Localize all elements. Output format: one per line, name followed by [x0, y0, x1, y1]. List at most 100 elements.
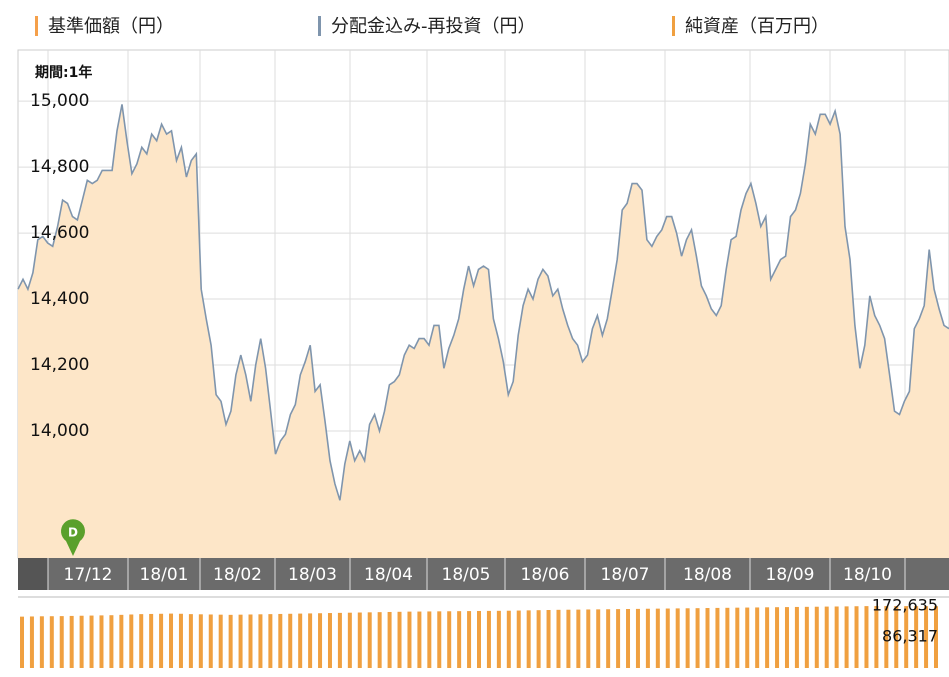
bar [89, 615, 94, 668]
bar [437, 611, 442, 668]
month-strip-edge [18, 558, 48, 590]
x-tick-label: 18/10 [843, 565, 892, 585]
bar [626, 608, 631, 668]
bar [874, 606, 879, 668]
bar [765, 607, 770, 668]
bar [586, 609, 591, 668]
bar [218, 614, 223, 668]
bar [784, 607, 789, 668]
x-tick-label: 18/08 [683, 565, 732, 585]
bar [635, 608, 640, 668]
bar [705, 608, 710, 668]
bar [248, 614, 253, 668]
bar [298, 613, 303, 668]
bar [715, 607, 720, 668]
line [17, 104, 949, 501]
bar [526, 610, 531, 668]
bar [178, 613, 183, 668]
bar [367, 612, 372, 668]
bar [129, 614, 134, 668]
x-tick-label: 18/03 [288, 565, 337, 585]
legend-marker [35, 16, 38, 36]
bar [49, 616, 54, 668]
y-tick-label: 14,400 [30, 289, 89, 309]
legend-label: 基準価額（円） [48, 16, 174, 37]
bar [824, 606, 829, 668]
bar [278, 613, 283, 668]
bar [516, 610, 521, 668]
bar [238, 614, 243, 668]
bar [566, 609, 571, 668]
bar [546, 610, 551, 668]
bar [39, 616, 44, 668]
bar [149, 613, 154, 668]
bar [477, 610, 481, 668]
bar [506, 610, 511, 668]
bar [20, 616, 24, 668]
bar [407, 611, 412, 668]
x-tick-label: 18/09 [766, 565, 815, 585]
x-tick-label: 18/07 [601, 565, 650, 585]
bar [169, 613, 174, 668]
bar [775, 607, 780, 668]
bar [258, 614, 263, 668]
bar [377, 612, 382, 668]
legend-marker [318, 16, 321, 36]
y-tick-label: 14,000 [30, 421, 89, 441]
bar [79, 615, 84, 668]
x-tick-label: 18/05 [442, 565, 491, 585]
bar [228, 614, 233, 668]
bar [159, 613, 164, 668]
month-strip [18, 558, 949, 590]
bar [288, 613, 293, 668]
bar [99, 615, 104, 668]
y-tick-label: 14,800 [30, 157, 89, 177]
y-tick-label: 172,635 [872, 596, 938, 615]
x-tick-label: 17/12 [64, 565, 113, 585]
bar [814, 606, 819, 668]
bar [59, 616, 64, 668]
bar [327, 613, 332, 668]
legend-marker [672, 16, 675, 36]
bar [387, 611, 392, 668]
bar [894, 606, 899, 668]
x-tick-label: 18/01 [140, 565, 189, 585]
bar [675, 608, 680, 668]
bar [725, 607, 730, 668]
bar [337, 612, 342, 668]
bar [924, 606, 929, 668]
bar [427, 611, 432, 668]
marker-label: D [68, 526, 78, 540]
period-label: 期間:1年 [35, 64, 92, 81]
bar [486, 610, 491, 668]
y-tick-label: 15,000 [30, 91, 89, 111]
x-tick-label: 18/02 [213, 565, 262, 585]
bar [695, 608, 700, 668]
bar [119, 614, 124, 668]
bar [745, 607, 750, 668]
bar [536, 610, 541, 668]
bar [29, 616, 34, 668]
bar [447, 611, 452, 668]
bar [347, 612, 352, 668]
bar [496, 610, 501, 668]
y-tick-label: 14,200 [30, 355, 89, 375]
bar [109, 615, 114, 668]
bar [208, 614, 213, 668]
bar [596, 609, 601, 668]
bar [69, 615, 74, 668]
bar [606, 609, 611, 668]
bar [417, 611, 422, 668]
bar [467, 611, 472, 668]
bar [864, 606, 869, 668]
bar [884, 606, 889, 668]
bar [755, 607, 760, 668]
x-tick-label: 18/06 [521, 565, 570, 585]
marker-pin [60, 519, 85, 556]
bar [655, 608, 660, 668]
dividend-marker: D [60, 519, 85, 556]
bar [645, 608, 650, 668]
bar [804, 606, 809, 668]
bar [616, 609, 621, 668]
